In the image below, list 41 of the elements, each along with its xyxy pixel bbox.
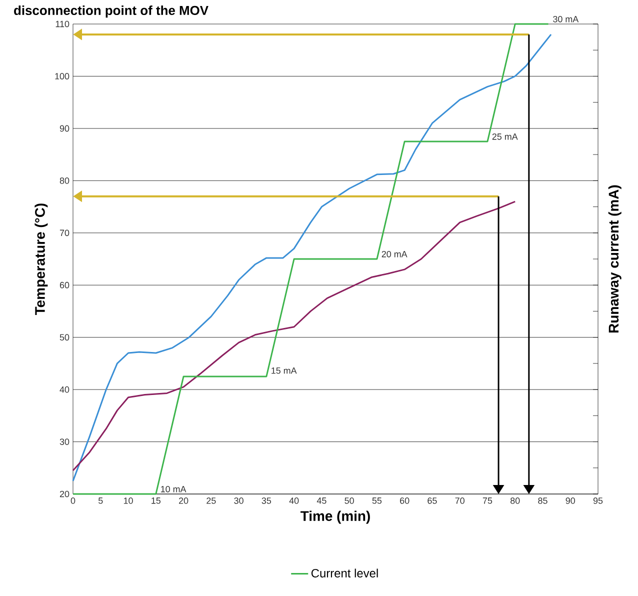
y-tick-label: 60 xyxy=(60,282,70,288)
y-tick-label: 110 xyxy=(56,20,70,28)
y2-axis-title: Runaway current (mA) xyxy=(608,185,622,332)
x-tick-label: 40 xyxy=(289,498,299,504)
x-tick-label: 90 xyxy=(566,498,576,504)
x-tick-label: 25 xyxy=(206,498,216,504)
y-tick-label: 90 xyxy=(60,125,70,132)
annotation: 30 mA xyxy=(553,16,579,22)
x-tick-label: 50 xyxy=(344,498,354,504)
annotation: 10 mA xyxy=(161,486,186,492)
x-tick-label: 35 xyxy=(262,498,272,504)
y-tick-label: 40 xyxy=(60,386,70,393)
annotation: 25 mA xyxy=(492,133,518,140)
x-tick-label: 65 xyxy=(428,498,437,504)
y-axis-title: Temperature (°C) xyxy=(34,204,48,315)
annotation: 20 mA xyxy=(382,250,408,258)
y-tick-label: 20 xyxy=(60,490,70,498)
y-tick-label: 30 xyxy=(60,438,70,445)
legend-label: Current level xyxy=(311,568,378,578)
y-tick-label: 70 xyxy=(60,230,70,236)
x-tick-label: 60 xyxy=(400,498,410,504)
x-tick-label: 95 xyxy=(593,498,603,504)
x-tick-label: 70 xyxy=(455,498,464,504)
x-axis-title: Time (min) xyxy=(300,510,370,524)
x-tick-label: 85 xyxy=(538,498,548,504)
annotation: 15 mA xyxy=(272,368,297,374)
x-tick-label: 0 xyxy=(70,498,76,504)
chart-title: disconnection point of the MOV xyxy=(14,6,208,18)
line-series xyxy=(72,200,516,472)
x-tick-label: 15 xyxy=(152,498,161,504)
y-tick-label: 50 xyxy=(60,334,70,341)
x-tick-label: 30 xyxy=(234,498,244,504)
x-tick-label: 45 xyxy=(316,498,326,504)
y-tick-label: 100 xyxy=(55,73,70,80)
x-tick-label: 55 xyxy=(372,498,382,504)
x-tick-label: 20 xyxy=(178,498,188,504)
x-tick-label: 80 xyxy=(510,498,520,504)
x-tick-label: 10 xyxy=(124,498,133,504)
x-tick-label: 75 xyxy=(482,498,492,504)
x-tick-label: 5 xyxy=(98,498,103,504)
y-tick-label: 80 xyxy=(60,177,70,184)
